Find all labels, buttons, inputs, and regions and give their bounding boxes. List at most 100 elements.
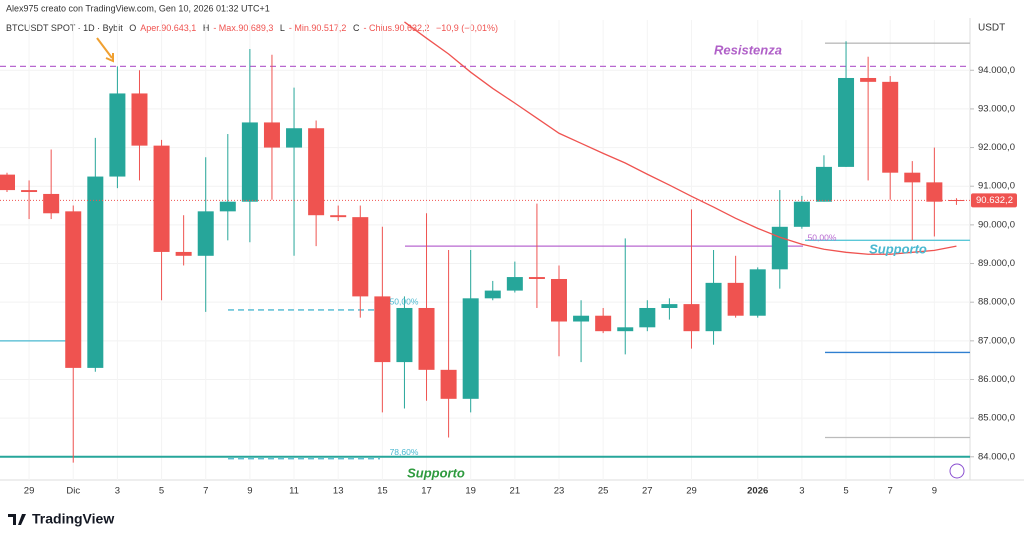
y-tick-label: 90.000,0 — [978, 219, 1015, 230]
x-tick-label: 23 — [554, 486, 565, 497]
x-tick-label: 11 — [289, 486, 299, 497]
x-tick-label: 5 — [843, 486, 848, 497]
candle-body — [418, 307, 435, 370]
logo-text: TradingView — [32, 511, 114, 527]
candle-body — [219, 201, 236, 212]
candle-body — [43, 193, 60, 214]
candle-body — [506, 277, 523, 291]
candle-body — [882, 81, 899, 173]
candle-body — [528, 277, 545, 279]
ohlc-value: - Min.90.517,2 — [289, 23, 347, 33]
price-tag — [971, 193, 1017, 208]
x-tick-label: 29 — [686, 486, 697, 497]
candle-body — [131, 93, 148, 146]
candle-body — [705, 282, 722, 332]
candle-body — [639, 307, 656, 328]
ohlc-value: Aper.90.643,1 — [140, 23, 196, 33]
candle-body — [462, 298, 479, 399]
x-tick-label: 29 — [24, 486, 35, 497]
candle-body — [21, 190, 38, 193]
annotation: Resistenza — [714, 42, 782, 57]
y-tick-label: 87.000,0 — [978, 335, 1015, 346]
annotation: Supporto — [869, 241, 927, 256]
candle-body — [484, 290, 501, 299]
y-tick-label: 84.000,0 — [978, 451, 1015, 462]
x-tick-label: 17 — [421, 486, 432, 497]
x-tick-label: 27 — [642, 486, 653, 497]
candle-body — [109, 93, 126, 177]
candle-body — [352, 217, 369, 297]
x-tick-label: 3 — [115, 486, 120, 497]
y-tick-label: 92.000,0 — [978, 142, 1015, 153]
x-tick-label: 7 — [888, 486, 893, 497]
y-tick-label: 85.000,0 — [978, 413, 1015, 424]
annotation: 50,00% — [390, 296, 419, 306]
logo-mark — [8, 514, 26, 525]
x-tick-label: 9 — [247, 486, 252, 497]
x-tick-label: Dic — [66, 486, 80, 497]
candle-body — [727, 282, 744, 316]
y-tick-label: 89.000,0 — [978, 258, 1015, 269]
x-tick-label: 19 — [465, 486, 476, 497]
candle-body — [241, 122, 258, 202]
candle-body — [838, 77, 855, 167]
x-tick-label: 13 — [333, 486, 344, 497]
candle-body — [904, 172, 921, 183]
x-tick-label: 25 — [598, 486, 609, 497]
candle-body — [793, 201, 810, 227]
x-tick-label: 5 — [159, 486, 164, 497]
icon — [949, 463, 965, 479]
symbol: BTCUSDT SPOT · 1D · Bybit — [6, 23, 123, 33]
ohlc-value: - Max.90.689,3 — [213, 23, 273, 33]
candle-body — [286, 128, 303, 148]
candle-body — [815, 166, 832, 202]
y-tick-label: 94.000,0 — [978, 65, 1015, 76]
y-tick-label: 88.000,0 — [978, 297, 1015, 308]
candle-body — [87, 176, 104, 368]
annotation: 78,60% — [390, 447, 419, 457]
candle-body — [771, 226, 788, 270]
candle-body — [573, 315, 590, 322]
ohlc-key: C — [353, 23, 360, 33]
x-tick-label: 9 — [932, 486, 937, 497]
candle-body — [749, 269, 766, 316]
candle-body — [617, 327, 634, 332]
y-tick-label: 93.000,0 — [978, 103, 1015, 114]
candle-body — [0, 174, 15, 191]
price-label: 90.632,2 — [976, 195, 1013, 206]
change: −10,9 (−0,01%) — [436, 23, 498, 33]
candle-body — [661, 304, 678, 308]
candle-body — [197, 211, 214, 256]
candle-body — [263, 122, 280, 148]
candle-body — [308, 128, 325, 216]
x-tick-label: 21 — [510, 486, 521, 497]
moving-average — [404, 21, 957, 255]
candle-body — [396, 307, 413, 363]
candle-body — [683, 304, 700, 332]
arrow — [96, 37, 114, 63]
candle-body — [153, 145, 170, 252]
annotation: Supporto — [407, 466, 465, 481]
annotation: 50,00% — [808, 233, 837, 243]
candle-body — [374, 296, 391, 363]
candle-body — [926, 182, 943, 202]
ohlc-header: BTCUSDT SPOT · 1D · Bybit O Aper.90.643,1… — [6, 23, 498, 33]
ohlc-value: - Chius.90.632,2 — [363, 23, 429, 33]
plot-area: Resistenza Supporto Supporto 50,00% 78,60% 50… — [0, 20, 974, 481]
candle-body — [440, 369, 457, 399]
candle-body — [65, 211, 82, 368]
x-tick-label: 3 — [799, 486, 804, 497]
y-tick-label: 91.000,0 — [978, 181, 1015, 192]
logo: TradingView — [8, 511, 114, 527]
x-tick-label: 2026 — [747, 486, 768, 497]
ohlc-key: O — [129, 23, 136, 33]
candle-body — [330, 215, 347, 218]
ohlc-key: L — [280, 23, 285, 33]
currency: USDT — [978, 23, 1005, 34]
candle-body — [860, 77, 877, 82]
candle-body — [175, 251, 192, 256]
candle-body — [595, 315, 612, 332]
x-tick-label: 15 — [377, 486, 388, 497]
candle-body — [551, 278, 567, 322]
